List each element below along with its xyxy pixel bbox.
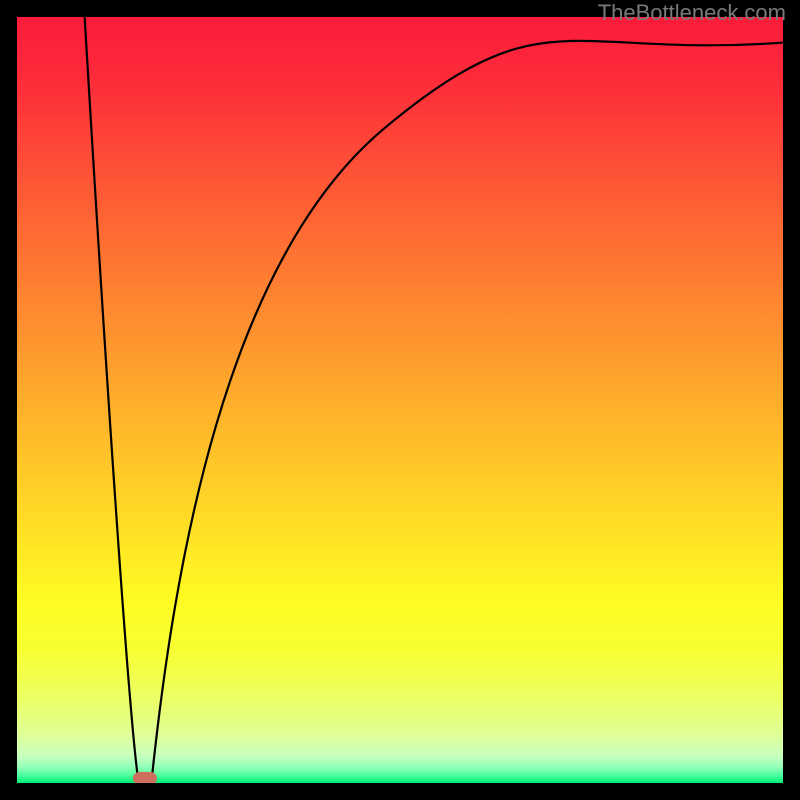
- chart-container: TheBottleneck.com: [0, 0, 800, 800]
- watermark-text: TheBottleneck.com: [598, 0, 786, 26]
- plot-background-gradient: [17, 17, 783, 783]
- cusp-marker: [133, 772, 157, 785]
- bottleneck-chart: [0, 0, 800, 800]
